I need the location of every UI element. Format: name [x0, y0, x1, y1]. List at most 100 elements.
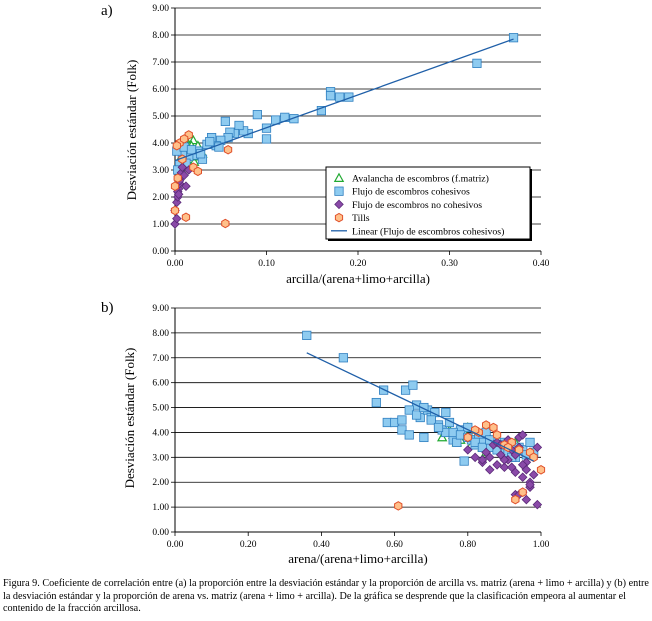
- y-tick-label: 6.00: [152, 379, 169, 389]
- data-point-no_cohesivos: [499, 455, 510, 465]
- data-point-cohesivos: [470, 437, 480, 448]
- y-axis-label: Desviación estándar (Folk): [122, 348, 137, 489]
- legend-box: [325, 166, 531, 240]
- panel-label-a: a): [101, 3, 113, 19]
- data-point-no_cohesivos: [506, 462, 517, 473]
- data-point-no_cohesivos: [170, 219, 180, 229]
- legend-label-cohesivos: Flujo de escombros cohesivos: [352, 187, 470, 198]
- y-tick-label: 5.00: [152, 404, 169, 414]
- data-point-cohesivos: [472, 58, 482, 68]
- data-point-cohesivos: [261, 134, 272, 144]
- data-point-cohesivos: [252, 110, 262, 120]
- data-point-cohesivos: [404, 405, 414, 415]
- y-tick-label: 4.00: [152, 428, 169, 438]
- data-point-tills: [170, 181, 180, 191]
- chart-a: 0.00 1.00 2.00 3.00 4.00 5.00 6.00 7.00 8.00 9.00…: [124, 4, 550, 286]
- data-point-cohesivos: [400, 385, 411, 395]
- x-axis-label: arena/(arena+limo+arcilla): [288, 551, 428, 566]
- y-tick-label: 5.00: [152, 112, 169, 122]
- y-tick-label: 1.00: [152, 220, 169, 230]
- data-point-no_cohesivos: [492, 460, 502, 470]
- data-point-cohesivos: [433, 422, 444, 433]
- trendline: [306, 352, 534, 462]
- data-point-cohesivos: [234, 120, 244, 131]
- y-tick-label: 7.00: [152, 58, 169, 68]
- data-point-tills: [180, 134, 189, 144]
- data-point-no_cohesivos: [181, 181, 191, 191]
- data-point-no_cohesivos: [517, 460, 528, 470]
- figure-caption: Figura 9. Coeficiente de correlación ent…: [3, 578, 649, 615]
- legend: Avalancha de escombros (f.matriz) Flujo d…: [325, 166, 532, 241]
- data-point-tills: [482, 420, 491, 430]
- data-point-cohesivos: [316, 106, 327, 116]
- data-point-tills: [170, 205, 180, 216]
- x-tick-label: 0.20: [350, 259, 367, 269]
- data-point-tills: [489, 422, 498, 433]
- data-point-no_cohesivos: [477, 455, 488, 465]
- legend-label-no_cohesivos: Flujo de escombros no cohesivos: [352, 200, 482, 211]
- data-point-tills: [173, 173, 182, 183]
- data-point-no_cohesivos: [177, 162, 188, 173]
- data-point-no_cohesivos: [463, 445, 473, 455]
- y-axis-label: Desviación estándar (Folk): [124, 60, 139, 201]
- legend-label-tills: Tills: [352, 213, 370, 224]
- x-tick-label: 1.00: [533, 540, 550, 550]
- x-tick-label: 0.40: [533, 259, 550, 269]
- legend-label-trend: Linear (Flujo de escombros cohesivos): [352, 226, 504, 237]
- y-tick-label: 3.00: [152, 453, 169, 463]
- x-tick-label: 0.20: [240, 540, 257, 550]
- data-point-cohesivos: [214, 142, 224, 152]
- data-point-no_cohesivos: [484, 465, 495, 475]
- data-point-no_cohesivos: [173, 189, 184, 200]
- y-tick-label: 3.00: [152, 166, 169, 176]
- data-point-cohesivos: [459, 456, 469, 466]
- data-point-tills: [181, 212, 191, 222]
- data-point-no_cohesivos: [528, 469, 539, 480]
- data-point-no_cohesivos: [172, 213, 182, 224]
- x-tick-label: 0.60: [386, 540, 403, 550]
- data-point-no_cohesivos: [532, 499, 543, 510]
- series-cohesivos: [172, 33, 519, 175]
- data-point-no_cohesivos: [517, 472, 528, 483]
- y-tick-label: 8.00: [152, 31, 169, 41]
- x-tick-label: 0.30: [441, 259, 458, 269]
- data-point-tills: [463, 432, 472, 443]
- data-point-cohesivos: [302, 330, 312, 340]
- legend-swatch-avalancha: [333, 172, 345, 182]
- data-point-cohesivos: [397, 425, 407, 435]
- data-point-cohesivos: [186, 145, 197, 155]
- y-tick-label: 9.00: [152, 4, 169, 14]
- data-point-tills: [518, 487, 527, 497]
- data-point-no_cohesivos: [470, 452, 480, 463]
- data-point-cohesivos: [408, 380, 418, 390]
- trendline: [174, 38, 514, 162]
- data-point-cohesivos: [371, 397, 381, 408]
- y-tick-label: 2.00: [152, 193, 169, 203]
- data-point-tills: [172, 140, 181, 151]
- data-point-tills: [511, 494, 520, 505]
- series-tills: [394, 420, 546, 511]
- data-point-tills: [221, 218, 230, 229]
- x-tick-label: 0.00: [167, 540, 184, 550]
- legend-label-avalancha: Avalancha de escombros (f.matriz): [352, 174, 489, 185]
- data-point-cohesivos: [397, 415, 407, 425]
- y-tick-label: 1.00: [152, 503, 169, 513]
- data-point-no_cohesivos: [179, 170, 189, 181]
- data-point-cohesivos: [404, 430, 414, 440]
- panel-label-b: b): [101, 300, 114, 316]
- data-point-no_cohesivos: [517, 430, 528, 440]
- data-point-cohesivos: [508, 33, 519, 43]
- data-point-cohesivos: [525, 437, 535, 448]
- y-tick-label: 9.00: [152, 304, 169, 314]
- series-no_cohesivos: [463, 430, 543, 510]
- data-point-tills: [394, 501, 403, 511]
- x-tick-label: 0.00: [167, 259, 184, 269]
- data-point-cohesivos: [338, 353, 348, 363]
- x-axis-label: arcilla/(arena+limo+arcilla): [286, 271, 430, 286]
- data-point-tills: [193, 166, 202, 177]
- data-point-no_cohesivos: [484, 452, 495, 463]
- data-point-no_cohesivos: [521, 494, 532, 505]
- data-point-no_cohesivos: [532, 442, 543, 453]
- y-tick-label: 0.00: [152, 247, 169, 257]
